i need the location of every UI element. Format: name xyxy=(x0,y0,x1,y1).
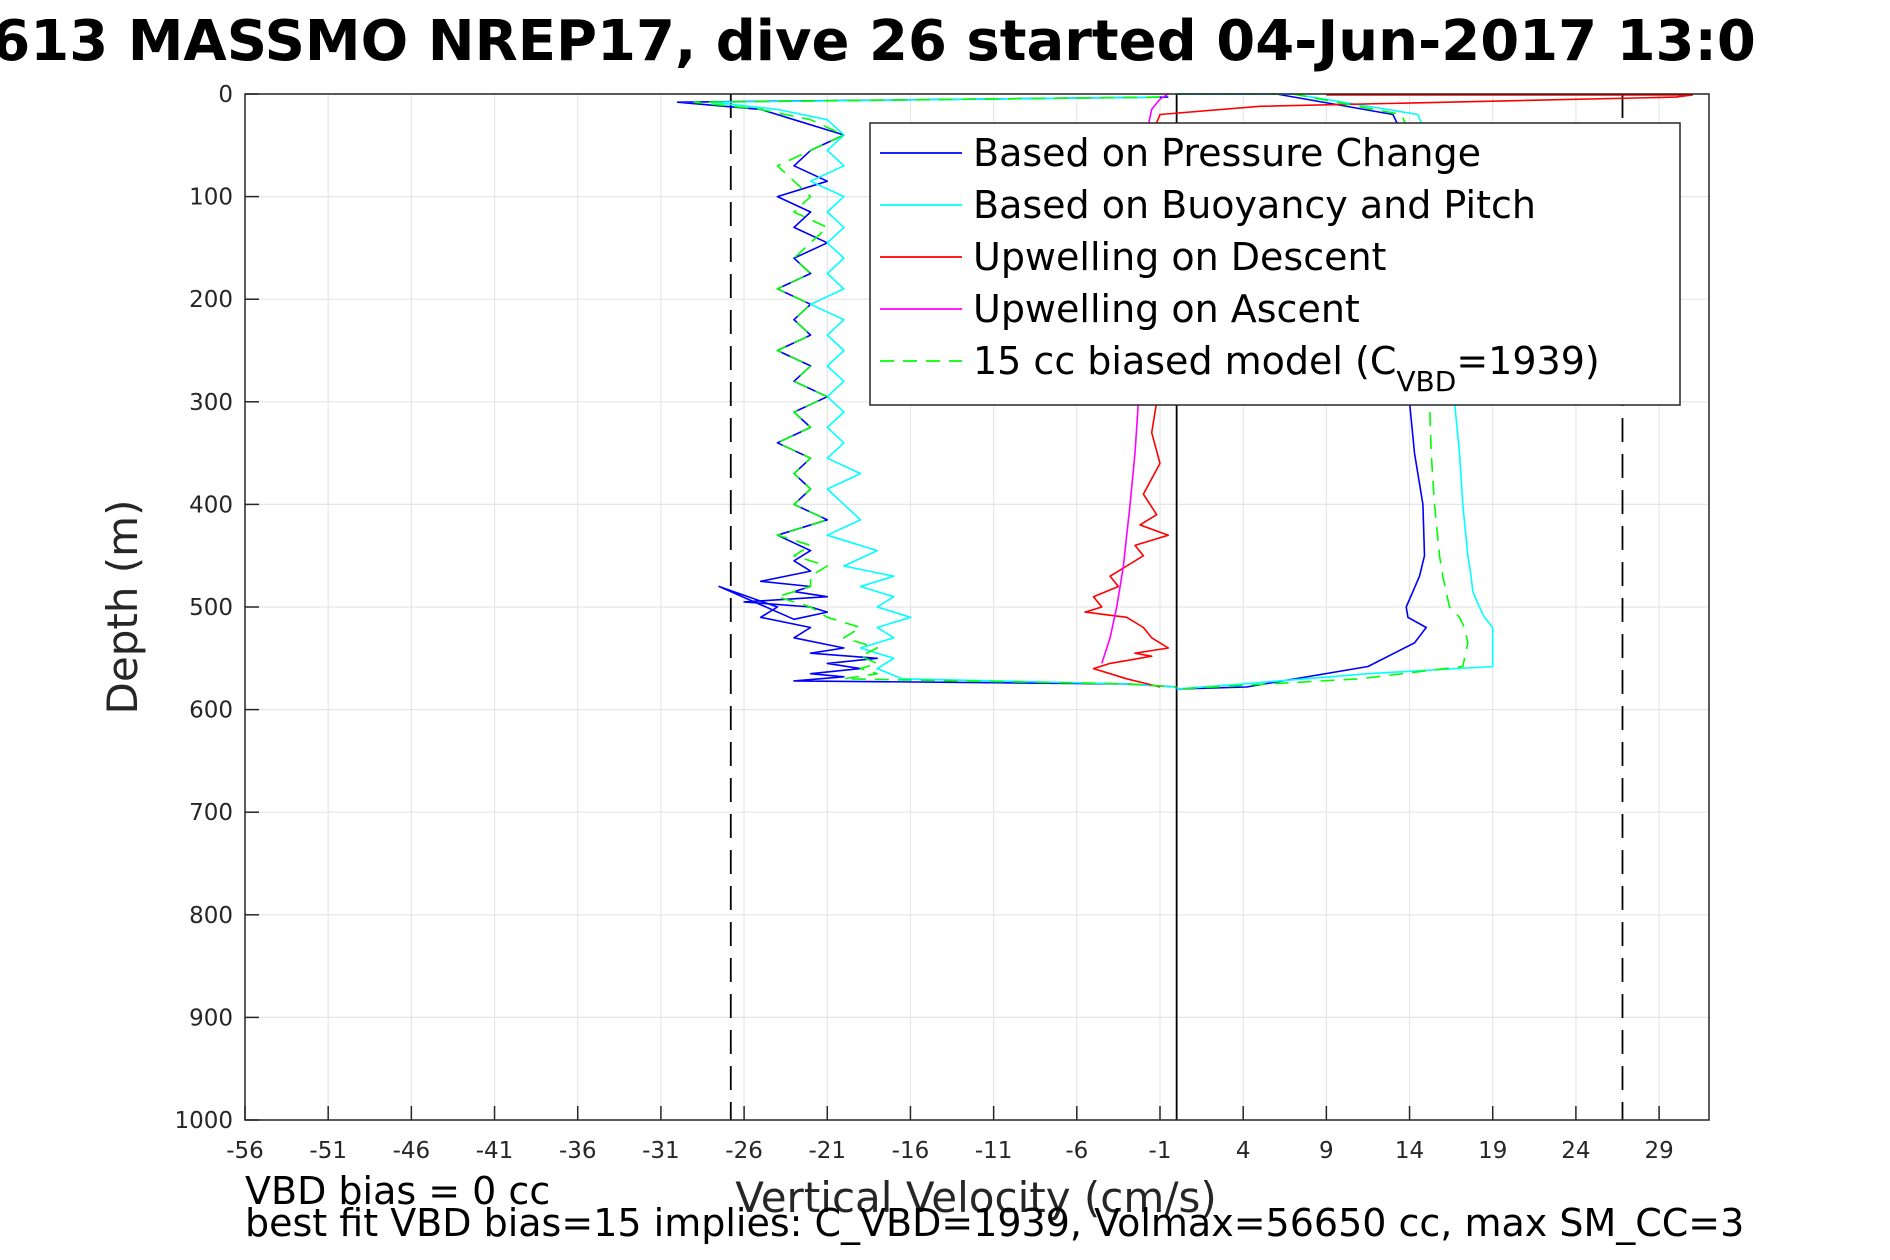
x-tick-label-10: -6 xyxy=(1065,1138,1088,1164)
legend-label-3: Upwelling on Ascent xyxy=(973,287,1360,331)
x-axis-label: Vertical Velocity (cm/s) xyxy=(735,1173,1216,1222)
y-tick-label-2: 200 xyxy=(189,287,233,313)
x-tick-label-14: 14 xyxy=(1395,1138,1424,1164)
x-tick-label-7: -21 xyxy=(808,1138,846,1164)
legend-label-0: Based on Pressure Change xyxy=(973,131,1481,175)
y-tick-label-7: 700 xyxy=(189,800,233,826)
x-tick-label-2: -46 xyxy=(393,1138,431,1164)
best-fit-note: best fit VBD bias=15 implies: C_VBD=1939… xyxy=(245,1201,1744,1245)
legend: Based on Pressure Change Based on Buoyanc… xyxy=(869,122,1681,406)
y-axis-label: Depth (m) xyxy=(98,500,147,715)
legend-label-1: Based on Buoyancy and Pitch xyxy=(973,183,1536,227)
x-tick-label-17: 29 xyxy=(1644,1138,1673,1164)
series-4-line-0 xyxy=(693,96,1177,688)
x-tick-label-5: -31 xyxy=(642,1138,680,1164)
y-tick-label-1: 100 xyxy=(189,185,233,211)
legend-label-2: Upwelling on Descent xyxy=(973,235,1386,279)
x-tick-label-15: 19 xyxy=(1478,1138,1507,1164)
x-tick-label-16: 24 xyxy=(1561,1138,1590,1164)
vbd-bias-note: VBD bias = 0 cc xyxy=(245,1169,550,1213)
y-tick-label-0: 0 xyxy=(218,82,233,108)
y-tick-label-10: 1000 xyxy=(174,1108,233,1134)
x-tick-label-8: -16 xyxy=(892,1138,930,1164)
y-tick-label-4: 400 xyxy=(189,492,233,518)
x-tick-label-0: -56 xyxy=(226,1138,264,1164)
y-tick-label-5: 500 xyxy=(189,595,233,621)
x-axis-ticks: -56 -51 -46 -41 -36 -31 -26 -21 -16 -11 -6 -1 4 9 14 19… xyxy=(226,1106,1674,1164)
y-tick-label-6: 600 xyxy=(189,698,233,724)
x-tick-label-4: -36 xyxy=(559,1138,597,1164)
x-tick-label-6: -26 xyxy=(725,1138,763,1164)
x-tick-label-12: 4 xyxy=(1236,1138,1251,1164)
y-tick-label-8: 800 xyxy=(189,903,233,929)
x-tick-label-9: -11 xyxy=(975,1138,1013,1164)
chart-title: SG613 MASSMO NREP17, dive 26 started 04-… xyxy=(0,9,1756,74)
y-tick-label-3: 300 xyxy=(189,390,233,416)
y-axis-ticks: 0 100 200 300 400 500 600 700 800 900 1000 xyxy=(174,82,259,1134)
x-tick-label-3: -41 xyxy=(476,1138,514,1164)
series-1-line-0 xyxy=(709,96,1177,688)
y-tick-label-9: 900 xyxy=(189,1005,233,1031)
x-tick-label-1: -51 xyxy=(309,1138,347,1164)
x-tick-label-11: -1 xyxy=(1149,1138,1172,1164)
legend-box xyxy=(869,122,1681,406)
x-tick-label-13: 9 xyxy=(1319,1138,1334,1164)
